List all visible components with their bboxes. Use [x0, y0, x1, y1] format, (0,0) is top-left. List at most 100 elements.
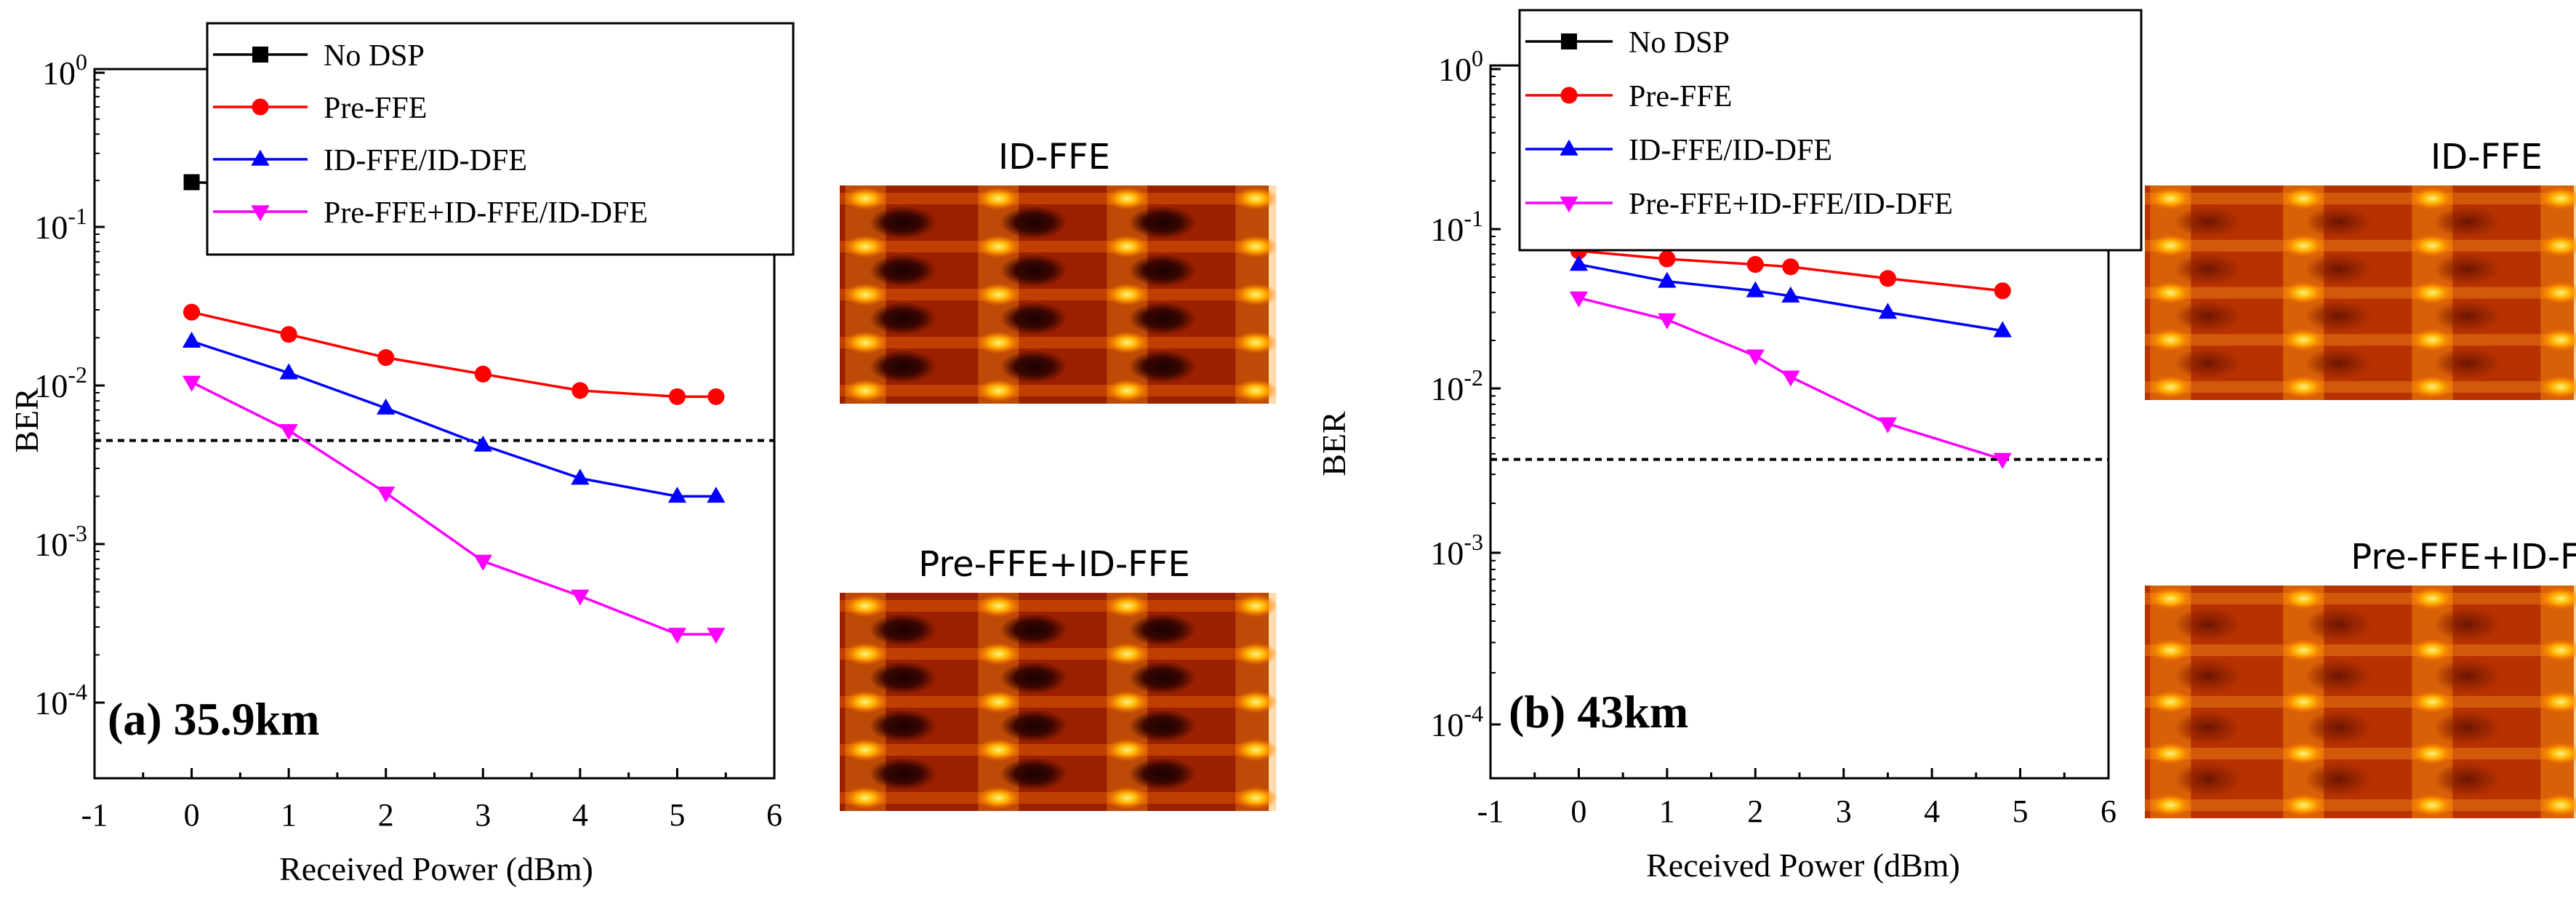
chart-b-xtick-label: 1 [1659, 794, 1675, 829]
chart-a-point [707, 487, 726, 503]
eye-crossing-glow [1234, 235, 1278, 258]
chart-b-point [1746, 281, 1765, 297]
eye-crossing-glow [843, 738, 888, 762]
chart-b-tick-labels: -1 0 1 2 3 4 5 6 100 10-1 10-2 10-3 10-4 [1430, 45, 2116, 829]
eye-b-top-title: ID-FFE [2431, 137, 2543, 177]
eye-crossing-glow [1234, 283, 1278, 306]
eye-level-band [2145, 381, 2574, 393]
chart-b-point [1879, 270, 1896, 287]
chart-b-ticks [1489, 68, 2110, 778]
chart-b-xtick-label: 4 [1924, 794, 1940, 829]
chart-b-series-line-2 [1578, 263, 2003, 332]
eye-level-band [2145, 696, 2574, 708]
chart-a-ytick-label: 10-4 [34, 679, 87, 722]
eye-crossing-glow [976, 283, 1021, 306]
eye-level-band [840, 385, 1269, 396]
eye-opening [1128, 757, 1196, 791]
chart-a-xlabel: Received Power (dBm) [279, 850, 593, 887]
eye-a-bottom-image [840, 593, 1278, 811]
eye-opening [869, 350, 936, 383]
eye-opening [1000, 206, 1067, 239]
chart-a-ytick-label: 10-2 [34, 361, 87, 404]
chart-b-point [1878, 417, 1898, 433]
chart-a-xtick-label: 5 [669, 797, 685, 833]
chart-a-legend-marker [252, 98, 269, 116]
eye-crossing-glow [2539, 742, 2576, 765]
eye-opening [2433, 762, 2501, 797]
chart-b-xtick-label: 6 [2100, 794, 2116, 829]
chart-b-point [1993, 452, 2012, 469]
eye-crossing-glow [2148, 187, 2193, 210]
chart-a-point [279, 363, 298, 380]
eye-a-top-title: ID-FFE [998, 137, 1110, 177]
eye-crossing-glow [976, 379, 1021, 402]
chart-a-legend-label: No DSP [324, 39, 425, 73]
eye-crossing-glow [2539, 639, 2576, 662]
eye-opening [1128, 661, 1196, 695]
eye-opening [2433, 347, 2501, 380]
chart-a-point [279, 424, 298, 441]
chart-a-xtick-label: 0 [184, 797, 200, 833]
eye-level-band [840, 289, 1269, 300]
chart-a-series-line-3 [190, 380, 716, 636]
eye-a-bottom: Pre-FFE+ID-FFE [840, 544, 1278, 811]
chart-b-point [1994, 282, 2011, 300]
chart-a-point [707, 628, 726, 644]
eye-crossing-glow [2410, 233, 2455, 257]
eye-opening [2433, 658, 2501, 694]
eye-b-bottom-image [2145, 586, 2576, 818]
chart-a-series-line-2 [191, 340, 716, 498]
chart-b-point [1993, 321, 2012, 337]
chart-a-point [377, 349, 395, 367]
chart-a-point [668, 388, 686, 405]
eye-crossing-glow [2148, 281, 2193, 305]
eye-crossing-glow [2148, 375, 2193, 399]
eye-crossing-glow [1105, 331, 1149, 354]
eye-b-top: ID-FFE [2145, 137, 2576, 400]
eye-opening [2174, 607, 2242, 642]
chart-b-point [1878, 303, 1898, 319]
eye-level-band [2145, 193, 2574, 204]
eye-b-bottom: Pre-FFE+ID-FFE [2145, 537, 2576, 818]
chart-a-xtick-label: 3 [475, 797, 491, 833]
eye-opening [1000, 757, 1067, 791]
eye-crossing-glow [2410, 328, 2455, 352]
chart-b-legend-marker [1560, 87, 1578, 104]
panel-b: -1 0 1 2 3 4 5 6 100 10-1 10-2 10-3 10-4 BER Receive… [1315, 9, 2143, 884]
eye-opening [1128, 302, 1196, 335]
eye-opening [1000, 613, 1067, 647]
chart-b-point [1658, 250, 1676, 268]
chart-a-point [667, 628, 687, 644]
chart-a-xtick-label: 2 [378, 797, 394, 833]
chart-a-ytick-label: 10-1 [34, 203, 87, 246]
eye-crossing-glow [976, 738, 1021, 762]
eye-crossing-glow [2410, 742, 2455, 765]
eye-crossing-glow [843, 187, 888, 210]
eye-crossing-glow [843, 379, 888, 402]
eye-crossing-glow [1105, 379, 1149, 402]
chart-b-point [1569, 291, 1589, 308]
eye-opening [869, 302, 936, 335]
eye-opening [1128, 709, 1196, 743]
eye-opening [1000, 350, 1067, 383]
eye-b-top-image [2145, 185, 2576, 400]
chart-a-point [667, 487, 687, 503]
eye-a-bottom-title: Pre-FFE+ID-FFE [918, 544, 1189, 585]
chart-b-xtick-label: 3 [1836, 794, 1852, 829]
chart-a-legend: No DSP Pre-FFE ID-FFE/ID-DFE Pre-FFE+ID-FFE… [206, 22, 795, 256]
chart-b-ytick-label: 100 [1438, 45, 1483, 88]
eye-crossing-glow [1234, 379, 1278, 402]
chart-b-ytick-label: 10-1 [1430, 205, 1483, 248]
eye-crossing-glow [1234, 331, 1278, 354]
eye-opening [2174, 762, 2242, 797]
chart-a-point [571, 468, 590, 485]
eye-crossing-glow [2410, 794, 2455, 817]
eye-crossing-glow [843, 235, 888, 258]
eye-crossing-glow [2282, 281, 2326, 305]
chart-a-point [182, 332, 201, 348]
eye-opening [2174, 658, 2242, 694]
eye-crossing-glow [2282, 690, 2326, 714]
chart-b-legend: No DSP Pre-FFE ID-FFE/ID-DFE Pre-FFE+ID-FFE… [1518, 9, 2143, 252]
eye-crossing-glow [1105, 594, 1149, 618]
chart-b-legend-label: ID-FFE/ID-DFE [1629, 134, 1832, 167]
